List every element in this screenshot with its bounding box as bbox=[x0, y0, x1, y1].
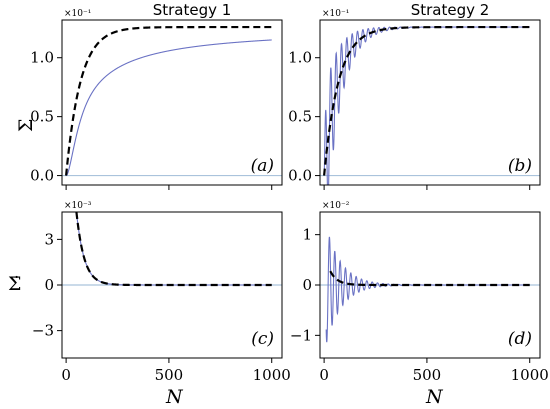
panel-3: 0 500 1000 −3 0 3 ×10⁻³ (c) bbox=[32, 201, 291, 384]
panel-tag: (c) bbox=[251, 329, 274, 349]
y-tick-label: 0.0 bbox=[30, 167, 54, 185]
axis-multiplier: ×10⁻³ bbox=[64, 201, 92, 211]
x-tick-label: 1000 bbox=[511, 366, 549, 384]
x-tick-label: 500 bbox=[155, 366, 184, 384]
x-tick-label: 0 bbox=[61, 366, 71, 384]
solid-series-line bbox=[325, 236, 530, 343]
y-tick-label: 1.0 bbox=[288, 49, 312, 67]
axis-multiplier: ×10⁻¹ bbox=[64, 9, 91, 19]
y-tick-label: −3 bbox=[32, 322, 54, 340]
panel-2: 0.0 0.5 1.0 ×10⁻¹ Strategy 2 (b) bbox=[288, 1, 541, 190]
y-tick-label: 3 bbox=[44, 230, 54, 248]
y-tick-label: 0 bbox=[44, 276, 54, 294]
x-tick-label: 0 bbox=[319, 366, 329, 384]
solid-series-line bbox=[66, 39, 272, 177]
x-label-right: N bbox=[425, 386, 444, 408]
x-tick-label: 500 bbox=[413, 366, 442, 384]
panel-tag: (d) bbox=[508, 329, 532, 349]
dashed-series-line bbox=[75, 212, 272, 287]
y-tick-label: 0.0 bbox=[288, 167, 312, 185]
panel-1: 0.0 0.5 1.0 ×10⁻¹ Strategy 1 (a) bbox=[30, 1, 283, 190]
y-tick-label: 1.0 bbox=[30, 49, 54, 67]
panel-tag: (a) bbox=[251, 156, 274, 176]
dashed-series-line bbox=[65, 25, 272, 176]
axes-frame bbox=[319, 19, 541, 186]
y-label-bottom: Σ̇ bbox=[8, 273, 21, 295]
axes-frame bbox=[61, 19, 283, 186]
dashed-series-line bbox=[329, 270, 530, 287]
axis-multiplier: ×10⁻² bbox=[322, 201, 350, 211]
y-tick-label: 1 bbox=[302, 226, 312, 244]
panel-4: 0 500 1000 −1 0 1 ×10⁻² (d) bbox=[290, 201, 549, 384]
x-tick-label: 1000 bbox=[253, 366, 291, 384]
panel-title: Strategy 1 bbox=[153, 1, 232, 19]
panel-title: Strategy 2 bbox=[411, 1, 490, 19]
y-tick-label: 0.5 bbox=[30, 108, 54, 126]
y-tick-label: −1 bbox=[290, 326, 312, 344]
solid-series-line bbox=[75, 212, 272, 286]
panel-tag: (b) bbox=[508, 156, 532, 176]
y-tick-label: 0.5 bbox=[288, 108, 312, 126]
y-tick-label: 0 bbox=[302, 276, 312, 294]
axis-multiplier: ×10⁻¹ bbox=[322, 9, 349, 19]
solid-series-line bbox=[323, 26, 530, 185]
y-label-top: Σ bbox=[15, 119, 37, 132]
x-label-left: N bbox=[165, 386, 184, 408]
dashed-series-line bbox=[323, 25, 530, 176]
